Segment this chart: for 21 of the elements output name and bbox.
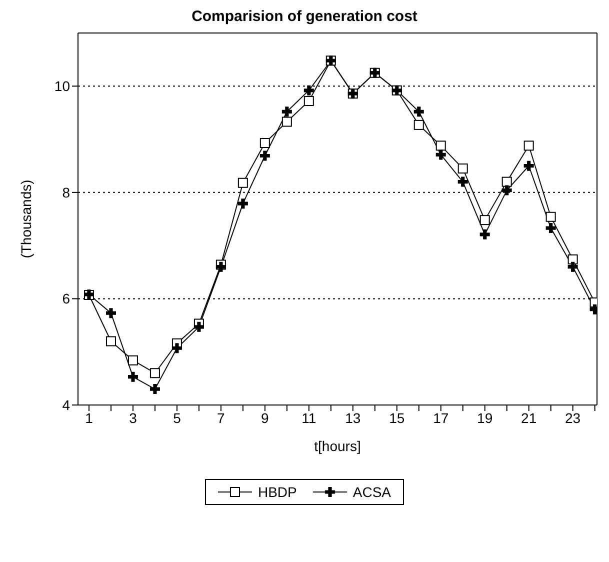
chart-title: Comparision of generation cost: [190, 8, 418, 25]
x-tick-label: 11: [302, 410, 316, 426]
x-tick-label: 9: [261, 410, 270, 426]
x-tick-label: 19: [477, 410, 493, 426]
y-tick-label: 10: [54, 78, 70, 94]
x-tick-label: 13: [345, 410, 361, 426]
y-axis-title: (Thousands): [18, 180, 34, 258]
y-tick-label: 4: [62, 396, 70, 413]
legend-label: HBDP: [256, 484, 297, 500]
legend-label: ACSA: [352, 484, 392, 500]
x-tick-label: 7: [217, 410, 226, 426]
y-tick-label: 6: [62, 290, 70, 307]
x-tick-label: 17: [433, 410, 449, 426]
y-tick-label: 8: [62, 184, 70, 200]
x-tick-label: 1: [85, 410, 94, 426]
x-tick-label: 21: [521, 410, 537, 426]
x-axis-title: t[hours]: [314, 438, 361, 454]
x-tick-label: 3: [129, 410, 138, 426]
x-tick-label: 5: [173, 410, 182, 426]
x-tick-label: 15: [389, 410, 405, 426]
x-tick-label: 23: [565, 410, 581, 426]
